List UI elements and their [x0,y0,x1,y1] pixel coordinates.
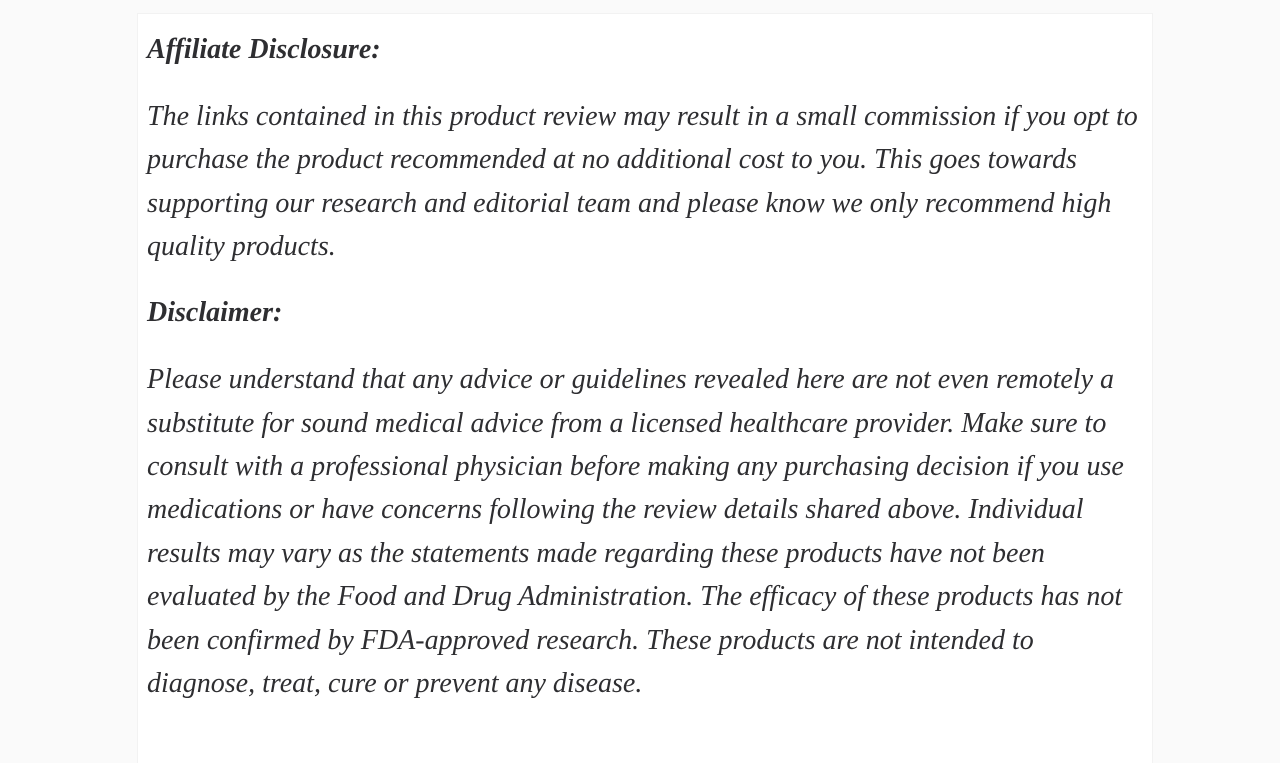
section-disclaimer: Disclaimer: Please understand that any a… [147,294,1142,705]
article-content: Affiliate Disclosure: The links containe… [137,13,1153,763]
disclaimer-body: Please understand that any advice or gui… [147,364,1124,699]
affiliate-disclosure-body: The links contained in this product revi… [147,100,1138,262]
section-affiliate-disclosure: Affiliate Disclosure: The links containe… [147,31,1142,268]
disclaimer-heading: Disclaimer: [147,297,283,329]
affiliate-disclosure-heading: Affiliate Disclosure: [147,34,381,65]
